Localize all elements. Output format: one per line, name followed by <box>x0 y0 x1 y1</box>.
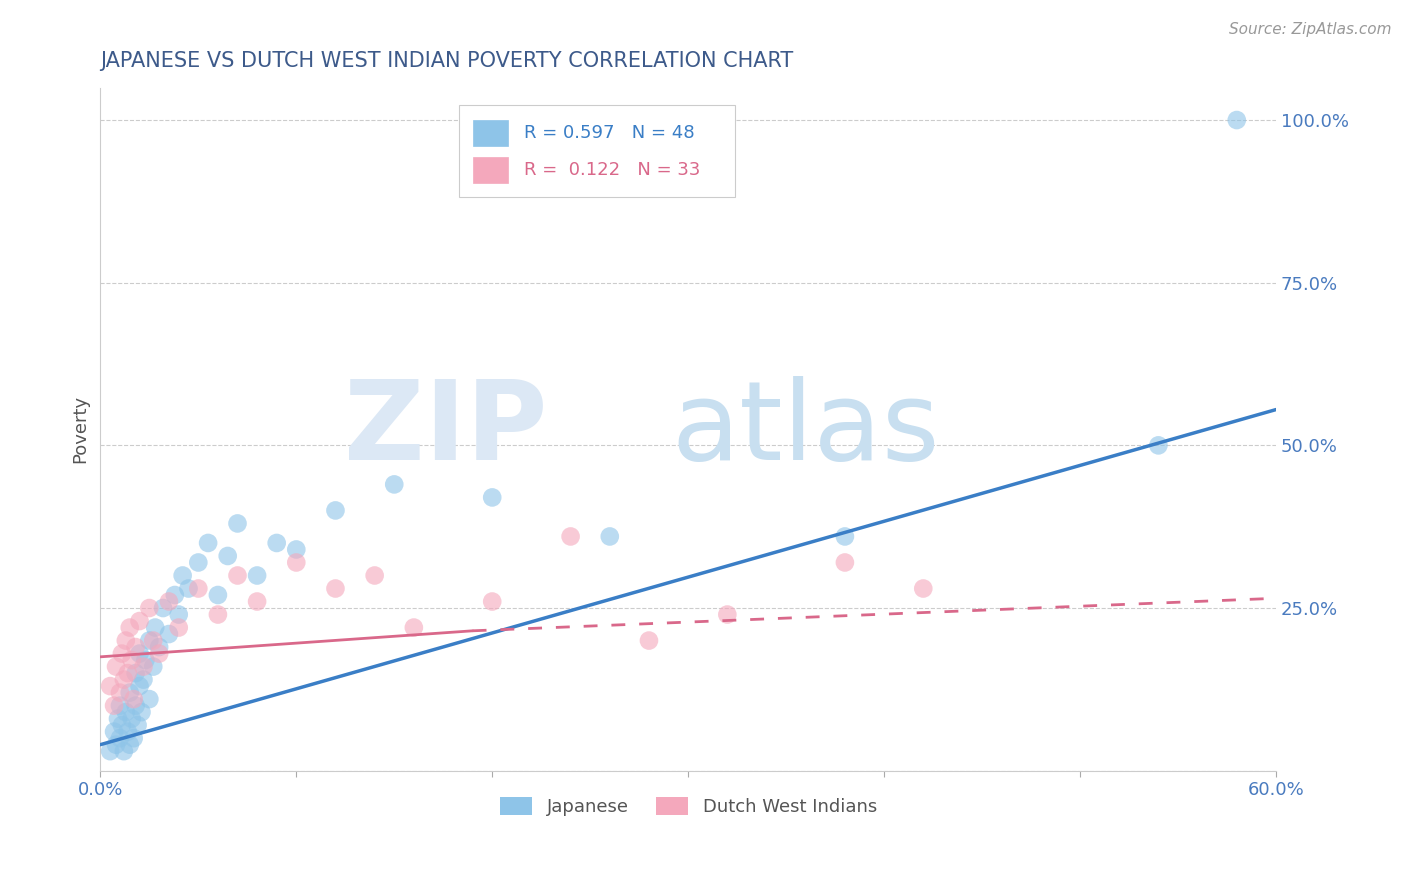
Point <box>217 549 239 563</box>
Point <box>246 594 269 608</box>
Point <box>402 621 425 635</box>
Point <box>131 705 153 719</box>
Point <box>121 653 143 667</box>
Point <box>167 607 190 622</box>
Point <box>108 731 131 746</box>
Point <box>118 621 141 635</box>
Text: Source: ZipAtlas.com: Source: ZipAtlas.com <box>1229 22 1392 37</box>
Point <box>124 640 146 654</box>
Point <box>481 491 503 505</box>
Point <box>112 744 135 758</box>
Point <box>167 621 190 635</box>
Point <box>132 659 155 673</box>
Point <box>138 633 160 648</box>
Point <box>1147 438 1170 452</box>
Point <box>172 568 194 582</box>
Point <box>124 666 146 681</box>
Point <box>134 653 156 667</box>
Point <box>716 607 738 622</box>
Point <box>246 568 269 582</box>
Point <box>124 698 146 713</box>
Point <box>114 633 136 648</box>
Point <box>207 588 229 602</box>
Point <box>157 627 180 641</box>
Point <box>108 685 131 699</box>
Point <box>266 536 288 550</box>
Point <box>127 718 149 732</box>
Point <box>122 731 145 746</box>
Point <box>187 556 209 570</box>
Point <box>128 647 150 661</box>
Point <box>142 659 165 673</box>
Text: R =  0.122   N = 33: R = 0.122 N = 33 <box>523 161 700 179</box>
Point <box>117 666 139 681</box>
Point <box>148 640 170 654</box>
Point <box>118 738 141 752</box>
Point <box>114 705 136 719</box>
Point <box>121 712 143 726</box>
Point <box>638 633 661 648</box>
Point <box>112 673 135 687</box>
Point <box>108 698 131 713</box>
Point <box>111 718 134 732</box>
Legend: Japanese, Dutch West Indians: Japanese, Dutch West Indians <box>492 789 884 823</box>
Point <box>1226 113 1249 128</box>
Point <box>103 724 125 739</box>
Point <box>177 582 200 596</box>
Point <box>142 633 165 648</box>
Point <box>285 542 308 557</box>
Text: atlas: atlas <box>672 376 941 483</box>
Point <box>122 692 145 706</box>
Point <box>363 568 385 582</box>
Point <box>118 685 141 699</box>
FancyBboxPatch shape <box>458 104 735 197</box>
Point <box>143 621 166 635</box>
Point <box>207 607 229 622</box>
Point <box>105 738 128 752</box>
Point <box>226 568 249 582</box>
Point <box>325 503 347 517</box>
Point <box>560 529 582 543</box>
Point <box>98 744 121 758</box>
Point <box>148 647 170 661</box>
Text: ZIP: ZIP <box>343 376 547 483</box>
Bar <box>472 157 509 183</box>
Bar <box>472 120 509 145</box>
Point <box>912 582 935 596</box>
Point <box>834 556 856 570</box>
Point <box>138 692 160 706</box>
Point <box>481 594 503 608</box>
Point <box>197 536 219 550</box>
Point <box>128 614 150 628</box>
Point <box>111 647 134 661</box>
Text: JAPANESE VS DUTCH WEST INDIAN POVERTY CORRELATION CHART: JAPANESE VS DUTCH WEST INDIAN POVERTY CO… <box>100 51 793 70</box>
Point <box>285 556 308 570</box>
Point <box>599 529 621 543</box>
Point <box>325 582 347 596</box>
Point <box>117 724 139 739</box>
Point <box>382 477 405 491</box>
Point <box>128 679 150 693</box>
Point <box>105 659 128 673</box>
Point <box>226 516 249 531</box>
Point <box>187 582 209 596</box>
Point <box>163 588 186 602</box>
Point <box>152 601 174 615</box>
Point <box>98 679 121 693</box>
Text: R = 0.597   N = 48: R = 0.597 N = 48 <box>523 124 695 142</box>
Point <box>103 698 125 713</box>
Point <box>132 673 155 687</box>
Point <box>138 601 160 615</box>
Point <box>107 712 129 726</box>
Point <box>157 594 180 608</box>
Y-axis label: Poverty: Poverty <box>72 395 89 463</box>
Point <box>834 529 856 543</box>
